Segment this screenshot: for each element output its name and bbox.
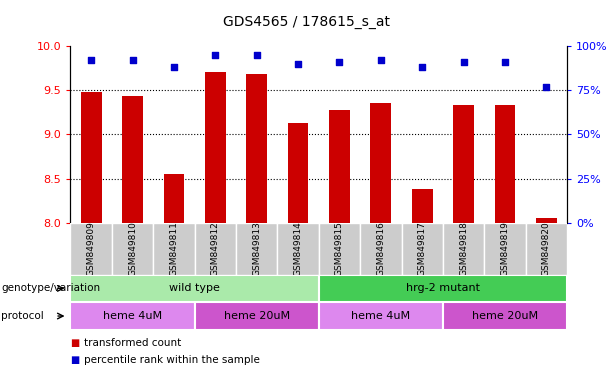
Bar (319, 302, 443, 330)
Text: ■: ■ (70, 338, 80, 348)
Point (417, 64, 427, 70)
Point (459, 59, 468, 65)
Text: ■: ■ (70, 355, 80, 365)
Text: GSM849814: GSM849814 (294, 221, 303, 276)
Text: GSM849809: GSM849809 (86, 221, 96, 276)
Text: heme 4uM: heme 4uM (103, 311, 162, 321)
Text: GSM849817: GSM849817 (417, 221, 427, 276)
Bar (122, 96, 143, 223)
Text: genotype/variation: genotype/variation (1, 283, 101, 293)
Text: GSM849816: GSM849816 (376, 221, 386, 276)
Point (169, 64, 179, 70)
Text: heme 20uM: heme 20uM (472, 311, 538, 321)
Point (376, 57, 386, 63)
Text: heme 20uM: heme 20uM (224, 311, 290, 321)
Bar (70, 302, 195, 330)
Bar (195, 223, 236, 275)
Bar (195, 302, 319, 330)
Point (210, 52, 220, 58)
Text: GSM849820: GSM849820 (542, 221, 551, 276)
Bar (70, 275, 319, 302)
Bar (319, 223, 360, 275)
Text: GSM849810: GSM849810 (128, 221, 137, 276)
Text: GSM849811: GSM849811 (169, 221, 178, 276)
Bar (495, 105, 516, 223)
Bar (370, 104, 391, 223)
Bar (329, 110, 350, 223)
Bar (526, 223, 567, 275)
Bar (70, 223, 112, 275)
Bar (443, 302, 567, 330)
Text: percentile rank within the sample: percentile rank within the sample (84, 355, 260, 365)
Bar (360, 223, 402, 275)
Bar (81, 92, 102, 223)
Text: GSM849818: GSM849818 (459, 221, 468, 276)
Text: GSM849812: GSM849812 (211, 221, 220, 276)
Point (500, 59, 510, 65)
Bar (402, 223, 443, 275)
Text: wild type: wild type (169, 283, 220, 293)
Bar (453, 105, 474, 223)
Bar (164, 174, 185, 223)
Bar (443, 223, 484, 275)
Bar (246, 74, 267, 223)
Bar (319, 275, 567, 302)
Text: hrg-2 mutant: hrg-2 mutant (406, 283, 480, 293)
Bar (277, 223, 319, 275)
Point (293, 61, 303, 67)
Text: transformed count: transformed count (84, 338, 181, 348)
Text: heme 4uM: heme 4uM (351, 311, 410, 321)
Bar (536, 218, 557, 223)
Point (335, 59, 345, 65)
Bar (484, 223, 526, 275)
Bar (287, 123, 308, 223)
Bar (112, 223, 153, 275)
Point (541, 84, 551, 90)
Point (252, 52, 262, 58)
Point (86, 57, 96, 63)
Text: GSM849819: GSM849819 (500, 221, 509, 276)
Bar (205, 72, 226, 223)
Text: protocol: protocol (1, 311, 44, 321)
Text: GSM849815: GSM849815 (335, 221, 344, 276)
Text: GDS4565 / 178615_s_at: GDS4565 / 178615_s_at (223, 15, 390, 29)
Bar (153, 223, 195, 275)
Bar (412, 189, 433, 223)
Text: GSM849813: GSM849813 (252, 221, 261, 276)
Point (128, 57, 137, 63)
Bar (236, 223, 277, 275)
